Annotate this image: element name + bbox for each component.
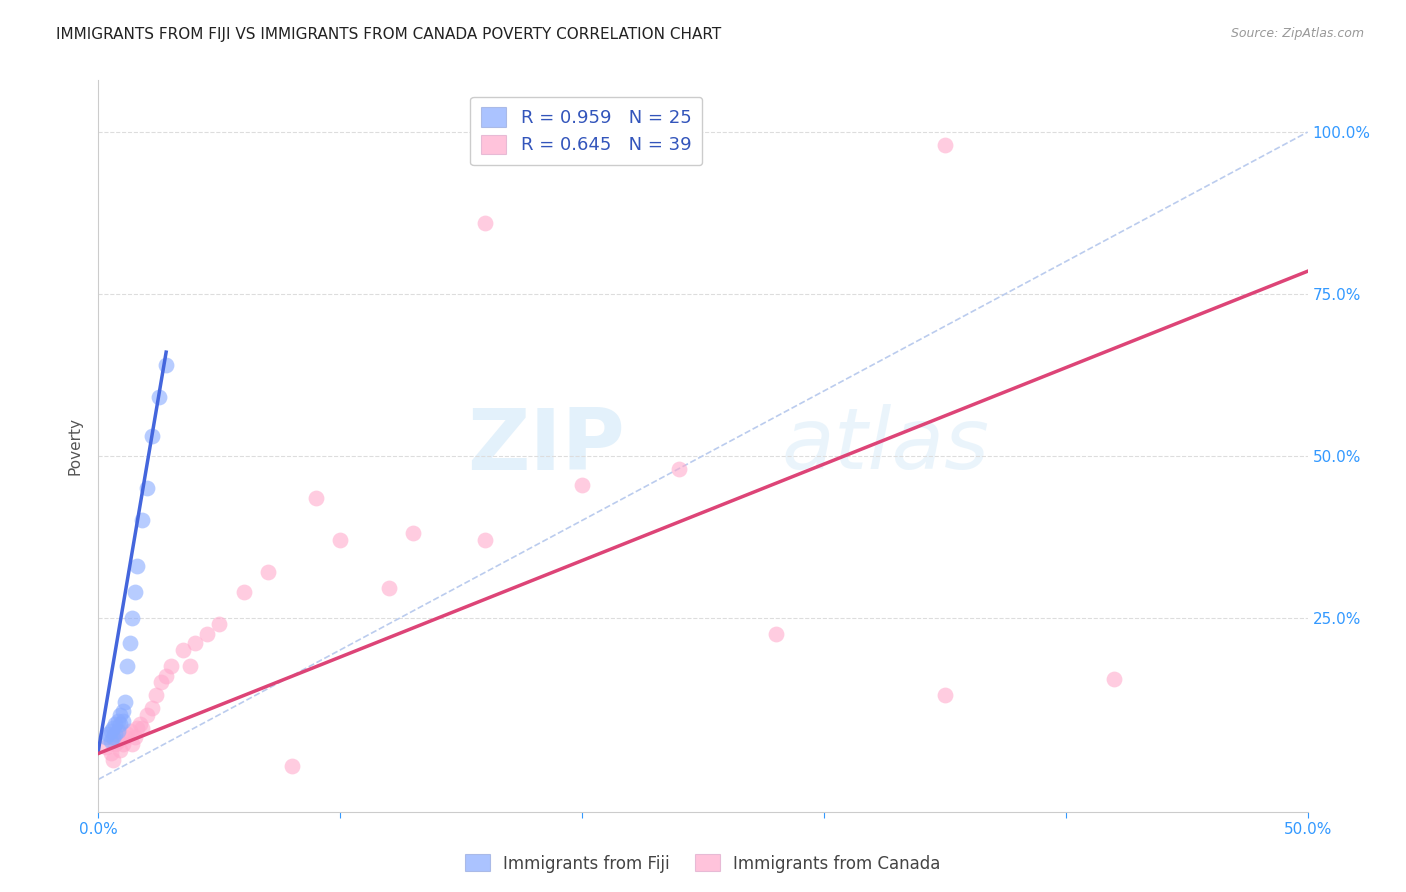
Point [474,533,496,547]
Point [131,513,153,527]
Point [127,721,149,735]
Point [148,391,170,405]
Point [934,138,956,153]
Text: atlas: atlas [782,404,990,488]
Point [232,584,254,599]
Point [118,636,141,650]
Point [155,358,177,372]
Y-axis label: Poverty: Poverty [67,417,83,475]
Point [101,731,124,745]
Point [117,659,139,673]
Text: ZIP: ZIP [467,404,624,488]
Point [111,714,134,728]
Point [179,659,201,673]
Point [107,723,129,738]
Point [474,216,496,230]
Point [114,695,136,709]
Point [124,731,146,745]
Point [184,636,207,650]
Point [111,705,134,719]
Point [121,737,143,751]
Point [94,731,117,745]
Point [121,610,143,624]
Point [107,733,129,747]
Point [100,733,122,747]
Point [124,584,146,599]
Point [104,737,127,751]
Point [305,491,328,505]
Point [131,721,153,735]
Point [172,643,194,657]
Point [765,626,787,640]
Point [101,721,124,735]
Point [934,688,956,702]
Point [100,723,122,738]
Point [329,533,352,547]
Point [111,737,134,751]
Point [141,429,163,443]
Point [114,731,136,745]
Point [100,747,122,761]
Point [94,739,117,754]
Point [117,727,139,741]
Point [377,582,399,596]
Point [145,688,167,702]
Point [118,723,141,738]
Point [208,617,231,632]
Point [104,717,127,731]
Point [101,753,124,767]
Point [128,717,150,731]
Point [402,526,425,541]
Point [571,478,593,492]
Point [256,566,278,580]
Point [141,701,163,715]
Legend: R = 0.959   N = 25, R = 0.645   N = 39: R = 0.959 N = 25, R = 0.645 N = 39 [470,96,703,165]
Point [108,717,131,731]
Point [108,707,131,722]
Point [1102,672,1125,686]
Text: Source: ZipAtlas.com: Source: ZipAtlas.com [1230,27,1364,40]
Point [107,714,129,728]
Point [195,626,218,640]
Legend: Immigrants from Fiji, Immigrants from Canada: Immigrants from Fiji, Immigrants from Ca… [458,847,948,880]
Point [155,669,177,683]
Point [281,759,304,773]
Point [97,727,120,741]
Point [135,481,157,495]
Point [668,461,690,475]
Point [160,659,183,673]
Point [104,727,127,741]
Text: IMMIGRANTS FROM FIJI VS IMMIGRANTS FROM CANADA POVERTY CORRELATION CHART: IMMIGRANTS FROM FIJI VS IMMIGRANTS FROM … [56,27,721,42]
Point [127,558,149,573]
Point [108,743,131,757]
Point [135,707,157,722]
Point [150,675,173,690]
